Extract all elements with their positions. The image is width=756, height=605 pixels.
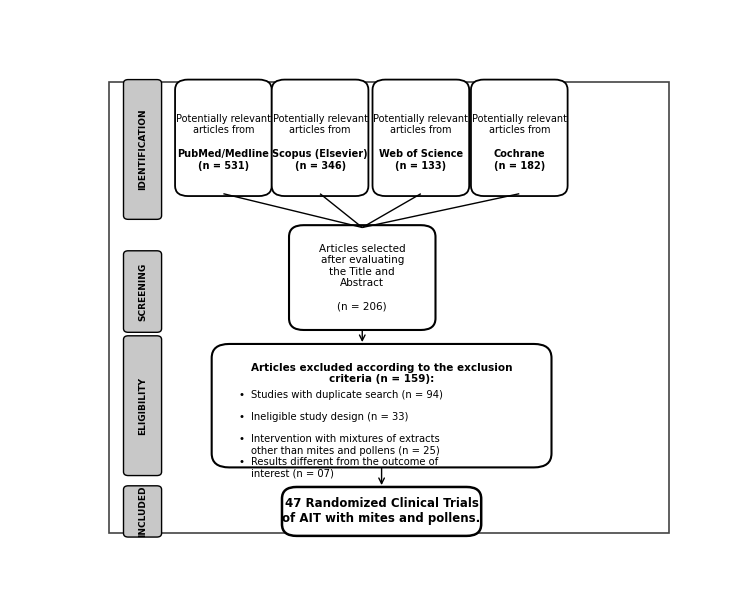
Text: Potentially relevant
articles from: Potentially relevant articles from	[472, 114, 567, 135]
Text: IDENTIFICATION: IDENTIFICATION	[138, 109, 147, 191]
FancyBboxPatch shape	[123, 486, 162, 537]
FancyBboxPatch shape	[123, 80, 162, 220]
Text: SCREENING: SCREENING	[138, 263, 147, 321]
Text: •: •	[238, 412, 244, 422]
FancyBboxPatch shape	[373, 80, 469, 196]
FancyBboxPatch shape	[282, 487, 481, 536]
Text: •: •	[238, 457, 244, 466]
Text: Scopus (Elsevier)
(n = 346): Scopus (Elsevier) (n = 346)	[272, 149, 368, 171]
Text: •: •	[238, 434, 244, 444]
Text: Potentially relevant
articles from: Potentially relevant articles from	[373, 114, 469, 135]
Text: Intervention with mixtures of extracts
other than mites and pollens (n = 25): Intervention with mixtures of extracts o…	[251, 434, 440, 456]
FancyBboxPatch shape	[123, 336, 162, 476]
Text: INCLUDED: INCLUDED	[138, 486, 147, 537]
FancyBboxPatch shape	[123, 251, 162, 332]
Text: PubMed/Medline
(n = 531): PubMed/Medline (n = 531)	[178, 149, 269, 171]
FancyBboxPatch shape	[471, 80, 568, 196]
Text: Results different from the outcome of
interest (n = 07): Results different from the outcome of in…	[251, 457, 438, 479]
FancyBboxPatch shape	[175, 80, 271, 196]
Text: Potentially relevant
articles from: Potentially relevant articles from	[176, 114, 271, 135]
Text: ELIGIBILITY: ELIGIBILITY	[138, 377, 147, 434]
FancyBboxPatch shape	[212, 344, 551, 468]
Text: Web of Science
(n = 133): Web of Science (n = 133)	[379, 149, 463, 171]
Text: Articles excluded according to the exclusion
criteria (n = 159):: Articles excluded according to the exclu…	[251, 362, 513, 384]
Text: Ineligible study design (n = 33): Ineligible study design (n = 33)	[251, 412, 408, 422]
Text: Potentially relevant
articles from: Potentially relevant articles from	[273, 114, 367, 135]
Text: Articles selected
after evaluating
the Title and
Abstract

(n = 206): Articles selected after evaluating the T…	[319, 244, 405, 312]
FancyBboxPatch shape	[289, 225, 435, 330]
Text: Studies with duplicate search (n = 94): Studies with duplicate search (n = 94)	[251, 390, 443, 400]
Text: Cochrane
(n = 182): Cochrane (n = 182)	[494, 149, 545, 171]
Text: 47 Randomized Clinical Trials
of AIT with mites and pollens.: 47 Randomized Clinical Trials of AIT wit…	[283, 497, 481, 525]
FancyBboxPatch shape	[109, 82, 668, 533]
FancyBboxPatch shape	[271, 80, 368, 196]
Text: •: •	[238, 390, 244, 400]
